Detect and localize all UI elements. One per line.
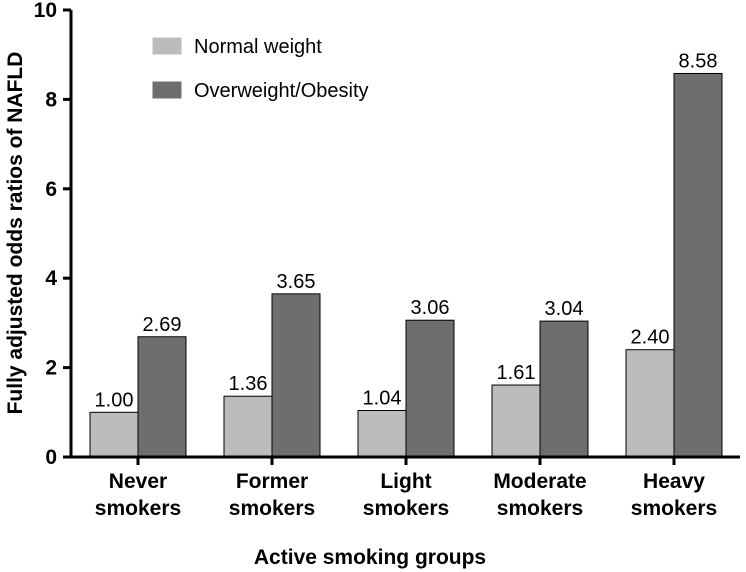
data-label-normal-3: 1.61 bbox=[497, 362, 536, 384]
x-tick-label-3-1: smokers bbox=[497, 497, 583, 520]
data-label-overweight-0: 2.69 bbox=[143, 314, 182, 336]
y-tick-label-1: 2 bbox=[45, 357, 57, 380]
legend-swatch-1 bbox=[152, 81, 182, 99]
x-tick-label-2-1: smokers bbox=[363, 497, 449, 520]
y-tick-label-4: 8 bbox=[45, 88, 57, 111]
x-axis-title: Active smoking groups bbox=[254, 546, 486, 569]
x-tick-label-2-0: Light bbox=[380, 470, 431, 493]
bar-overweight-1 bbox=[271, 293, 321, 458]
x-tick-label-4-0: Heavy bbox=[643, 470, 705, 493]
x-tick-label-0-0: Never bbox=[109, 470, 167, 493]
y-ticks-group: 0 2 4 6 8 10 bbox=[34, 0, 71, 469]
legend-label-1: Overweight/Obesity bbox=[194, 80, 369, 102]
data-label-normal-1: 1.36 bbox=[229, 373, 268, 395]
bar-normal-1 bbox=[223, 395, 273, 458]
y-tick-label-5: 10 bbox=[34, 0, 57, 22]
data-label-overweight-1: 3.65 bbox=[277, 271, 316, 293]
data-label-overweight-2: 3.06 bbox=[411, 297, 450, 319]
bar-normal-2 bbox=[357, 410, 407, 458]
x-tick-label-4-1: smokers bbox=[631, 497, 717, 520]
x-tick-label-1-1: smokers bbox=[229, 497, 315, 520]
data-labels-group: 1.00 1.36 1.04 1.61 2.40 2.69 3.65 3.06 3.04 8.58 bbox=[95, 50, 718, 411]
legend: Normal weight Overweight/Obesity bbox=[152, 36, 369, 102]
x-tick-label-3-0: Moderate bbox=[493, 470, 586, 493]
y-tick-label-3: 6 bbox=[45, 178, 57, 201]
legend-label-0: Normal weight bbox=[194, 36, 322, 58]
x-tick-label-0-1: smokers bbox=[95, 497, 181, 520]
data-label-normal-4: 2.40 bbox=[631, 327, 670, 349]
legend-swatch-0 bbox=[152, 37, 182, 55]
x-tick-label-1-0: Former bbox=[236, 470, 308, 493]
bar-overweight-3 bbox=[539, 320, 589, 458]
data-label-overweight-4: 8.58 bbox=[679, 50, 718, 72]
bar-overweight-0 bbox=[137, 336, 187, 458]
y-tick-label-0: 0 bbox=[45, 446, 57, 469]
bar-overweight-4 bbox=[673, 72, 723, 458]
data-label-normal-0: 1.00 bbox=[95, 389, 134, 411]
y-tick-label-2: 4 bbox=[45, 267, 57, 290]
bar-normal-3 bbox=[491, 384, 541, 458]
y-axis-title: Fully adjusted odds ratios of NAFLD bbox=[4, 52, 27, 415]
bar-normal-0 bbox=[89, 411, 139, 458]
data-label-normal-2: 1.04 bbox=[363, 388, 402, 410]
data-label-overweight-3: 3.04 bbox=[545, 298, 584, 320]
bar-overweight-2 bbox=[405, 319, 455, 458]
x-labels-group: Never smokers Former smokers Light smokers Mod… bbox=[95, 457, 717, 520]
bars-group bbox=[89, 72, 723, 458]
bar-normal-4 bbox=[625, 349, 675, 458]
